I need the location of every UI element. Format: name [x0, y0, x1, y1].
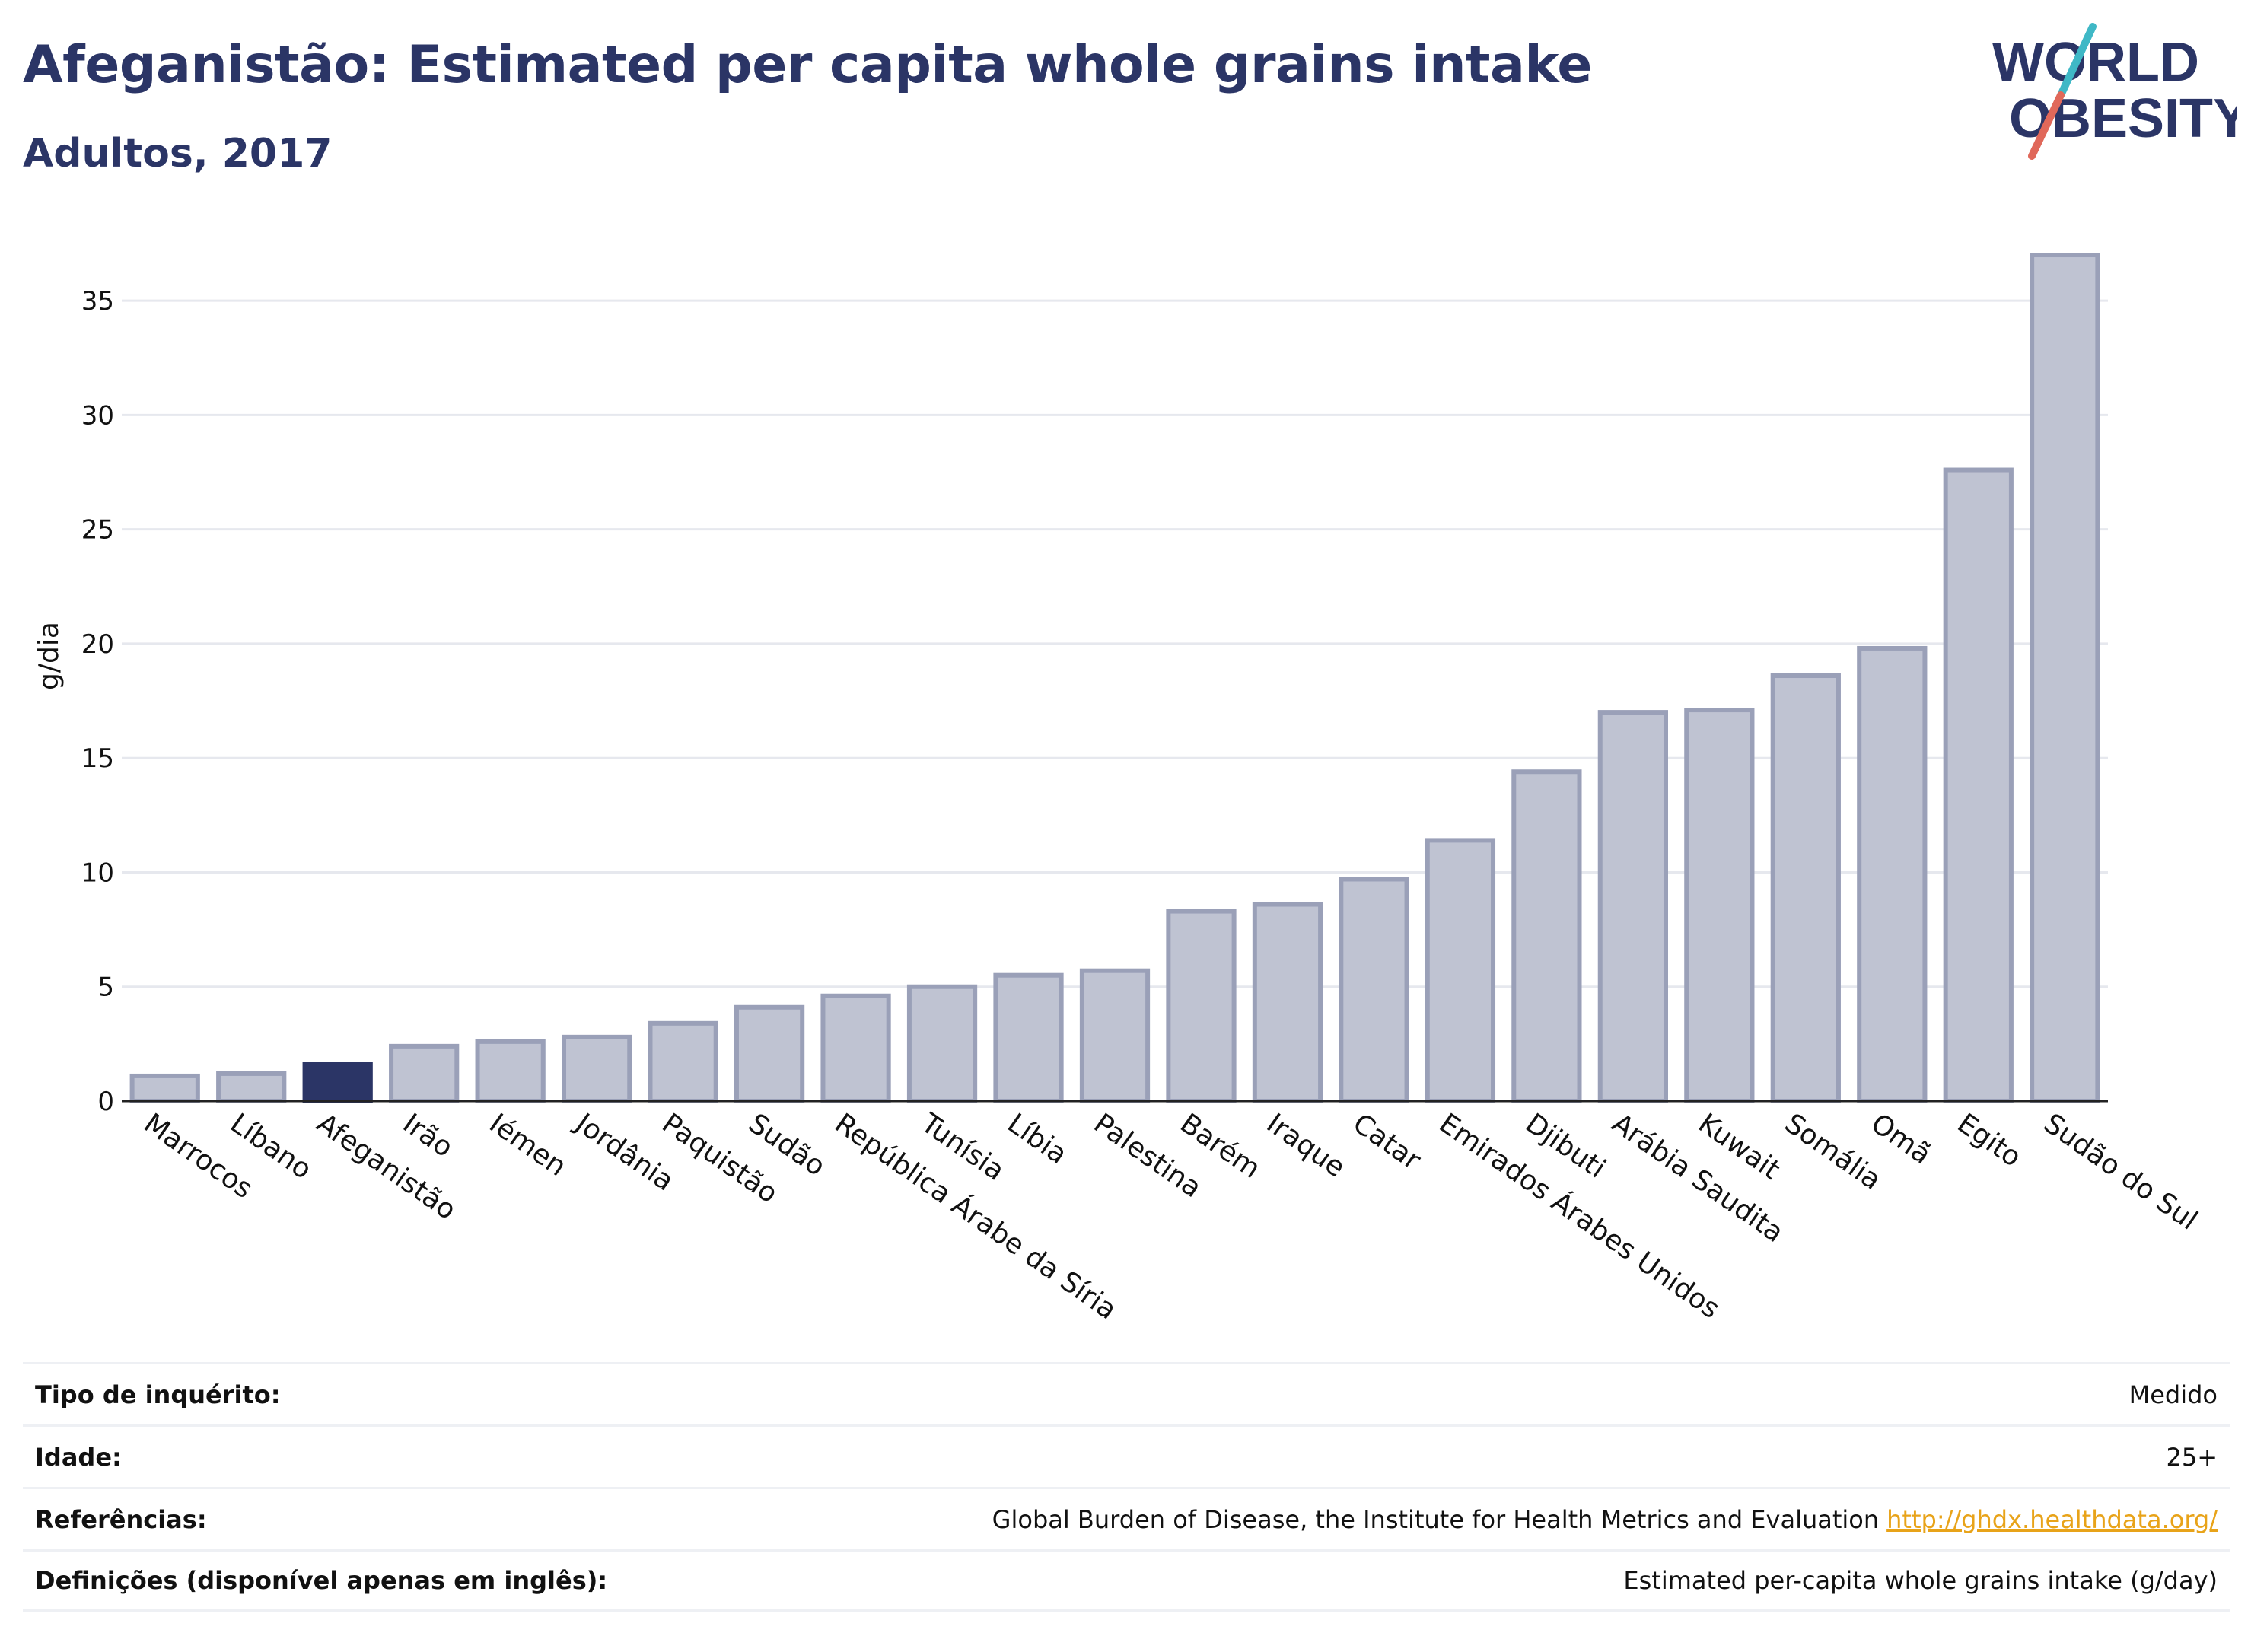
x-tick-label: Omã	[1865, 1108, 1937, 1171]
y-tick-label: 30	[81, 400, 114, 431]
x-tick-label: Sudão do Sul	[2038, 1108, 2203, 1237]
bar	[1684, 708, 1755, 1103]
y-tick-label: 20	[81, 629, 114, 660]
meta-row-survey-type: Tipo de inquérito: Medido	[23, 1362, 2230, 1424]
meta-value: Global Burden of Disease, the Institute …	[992, 1505, 2218, 1534]
bar	[216, 1071, 287, 1104]
meta-label: Tipo de inquérito:	[35, 1380, 281, 1409]
bar	[993, 972, 1064, 1103]
chart-subtitle: Adultos, 2017	[23, 131, 333, 177]
bar	[129, 1073, 200, 1103]
bar	[1079, 968, 1151, 1104]
logo-slash-teal	[2057, 23, 2097, 99]
bar	[1339, 877, 1409, 1103]
bar	[1166, 909, 1237, 1104]
metadata-table: Tipo de inquérito: Medido Idade: 25+ Ref…	[23, 1362, 2230, 1612]
y-tick-label: 25	[81, 515, 114, 546]
meta-label: Definições (disponível apenas em inglês)…	[35, 1566, 608, 1595]
y-tick-labels: 0 5 10 15 20 25 30 35	[81, 286, 114, 1117]
bar	[734, 1004, 805, 1104]
x-tick-label: Catar	[1347, 1108, 1426, 1176]
bar	[1770, 673, 1841, 1103]
x-tick-label: Jordânia	[568, 1107, 679, 1198]
reference-text: Global Burden of Disease, the Institute …	[992, 1504, 1880, 1534]
x-tick-label: Iraque	[1261, 1108, 1351, 1184]
meta-row-definitions: Definições (disponível apenas em inglês)…	[23, 1549, 2230, 1612]
bar	[562, 1034, 632, 1104]
x-tick-label: Iémen	[483, 1108, 572, 1183]
bar	[1597, 710, 1668, 1103]
bar	[1511, 769, 1582, 1103]
bars	[129, 253, 2100, 1104]
meta-value: Medido	[2128, 1380, 2218, 1409]
meta-row-age: Idade: 25+	[23, 1424, 2230, 1487]
reference-link[interactable]: http://ghdx.healthdata.org/	[1886, 1504, 2218, 1534]
bar	[1857, 645, 1928, 1103]
x-tick-label: Irão	[397, 1108, 458, 1163]
y-axis-label: g/dia	[33, 622, 65, 690]
bar	[1425, 838, 1496, 1103]
chart-title: Afeganistão: Estimated per capita whole …	[23, 35, 1592, 95]
bar	[1943, 467, 2014, 1103]
meta-value: Estimated per-capita whole grains intake…	[1623, 1566, 2218, 1595]
x-tick-label: Somália	[1779, 1108, 1887, 1196]
bar	[475, 1039, 546, 1103]
meta-label: Idade:	[35, 1442, 122, 1472]
y-tick-label: 15	[81, 743, 114, 774]
meta-label: Referências:	[35, 1504, 207, 1534]
world-obesity-logo: WORLD OBESITY	[1992, 23, 2237, 160]
bar	[2030, 253, 2100, 1104]
bar	[648, 1020, 718, 1104]
logo-slash-red	[2028, 91, 2065, 160]
bar	[820, 993, 891, 1103]
bar	[906, 984, 978, 1103]
logo-word-world: WORLD	[1992, 32, 2199, 93]
y-tick-label: 5	[97, 972, 114, 1003]
x-tick-label: Egito	[1952, 1108, 2027, 1173]
y-tick-label: 35	[81, 286, 114, 317]
y-tick-label: 10	[81, 858, 114, 888]
bar	[389, 1043, 460, 1103]
bar-highlighted	[302, 1062, 373, 1104]
y-tick-label: 0	[97, 1087, 114, 1117]
meta-row-references: Referências: Global Burden of Disease, t…	[23, 1487, 2230, 1549]
meta-value: 25+	[2166, 1442, 2218, 1472]
x-tick-label: Líbia	[1001, 1108, 1072, 1170]
bar	[1252, 902, 1323, 1104]
